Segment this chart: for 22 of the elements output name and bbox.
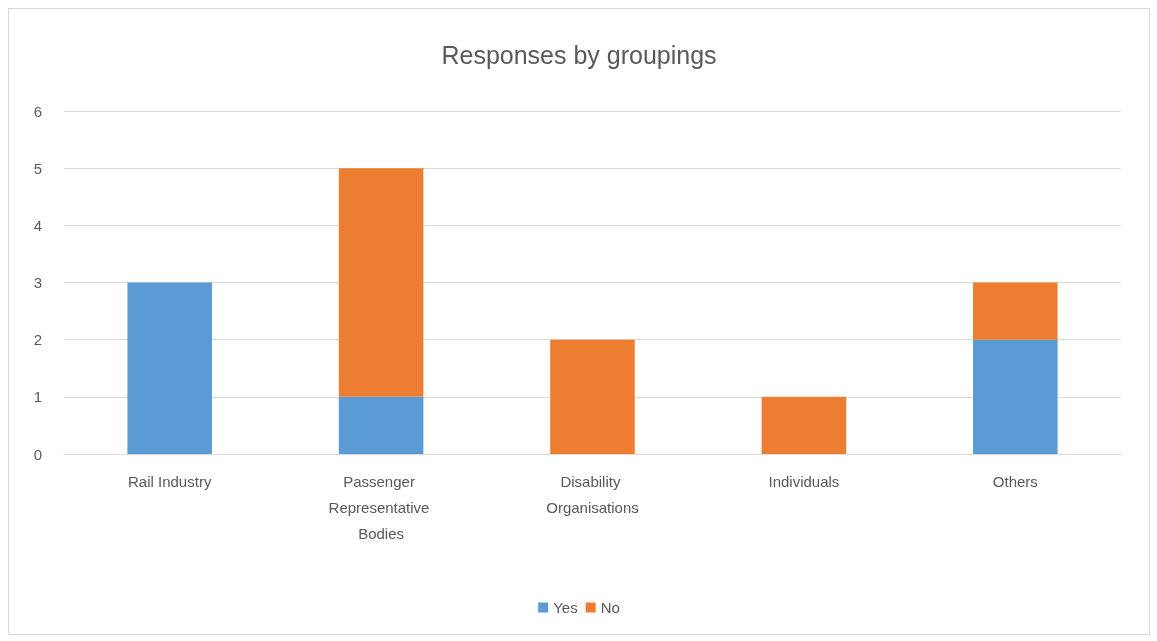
y-tick-label: 6: [33, 102, 42, 120]
y-tick-label: 3: [33, 274, 42, 291]
bar: [973, 282, 1058, 340]
y-tick-label: 4: [33, 216, 42, 234]
x-tick-label: Individuals: [768, 472, 840, 490]
y-tick-label: 2: [33, 331, 42, 349]
x-tick-label: Disability Organisations: [546, 472, 639, 516]
x-tick-label: Others: [992, 472, 1038, 490]
bar: [550, 339, 635, 454]
legend-label: No: [600, 599, 620, 616]
bar: [761, 396, 847, 454]
x-tick-label: Rail Industry: [128, 472, 212, 490]
bar: [338, 168, 424, 397]
y-tick-label: 5: [33, 159, 42, 177]
y-tick-label: 1: [33, 388, 42, 406]
bar: [127, 282, 212, 454]
chart-title: Responses by groupings: [441, 40, 717, 69]
bar: [973, 339, 1058, 454]
legend-label: Yes: [553, 599, 578, 616]
bar: [338, 396, 424, 454]
y-tick-label: 0: [33, 445, 42, 463]
x-tick-label: Passenger Representative Bodies: [328, 472, 434, 542]
